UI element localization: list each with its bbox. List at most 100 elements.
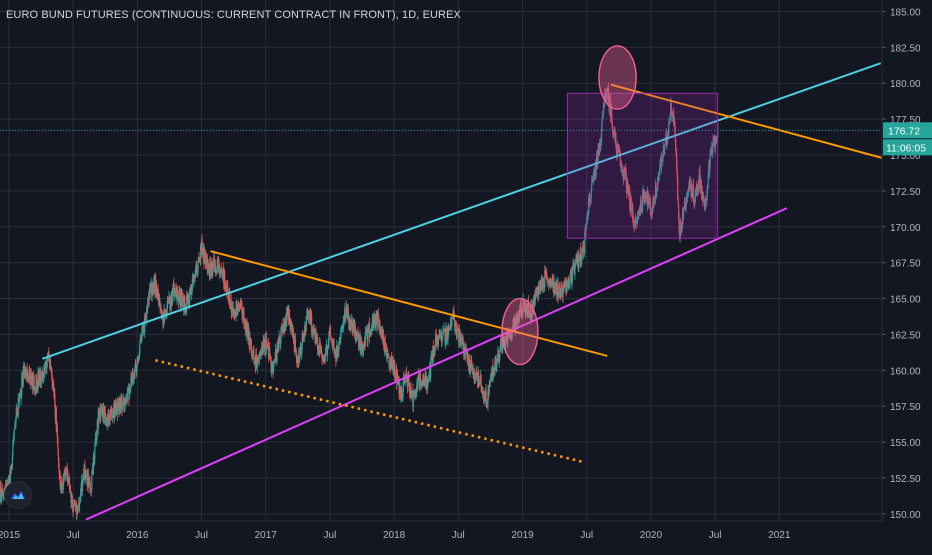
candle-body xyxy=(563,280,566,283)
candle-body xyxy=(456,332,458,338)
candle-body xyxy=(516,318,518,324)
drawings xyxy=(42,45,883,521)
candle-body xyxy=(304,324,306,331)
candle-body xyxy=(706,188,708,197)
candle-body xyxy=(308,312,310,319)
candle-body xyxy=(32,374,34,390)
candle-body xyxy=(93,456,95,461)
candle-body xyxy=(407,372,409,387)
candle-body xyxy=(475,372,477,381)
candle-body xyxy=(664,143,666,150)
candle-body xyxy=(80,487,82,493)
candle-body xyxy=(619,154,621,167)
candle-body xyxy=(59,473,61,477)
candle-body xyxy=(311,315,313,333)
candle-body xyxy=(647,199,650,205)
candle-body xyxy=(426,387,428,389)
candle-body xyxy=(47,351,50,358)
candle-body xyxy=(696,188,699,194)
candle-body xyxy=(173,288,175,296)
candle-body xyxy=(152,285,154,293)
candle-body xyxy=(372,319,375,330)
candle-body xyxy=(124,402,126,410)
candle-body xyxy=(191,290,193,295)
candle-body xyxy=(712,145,714,152)
candle-body xyxy=(153,282,155,294)
candle-body xyxy=(647,190,649,207)
candle-body xyxy=(427,381,429,389)
candle-body xyxy=(621,164,623,169)
candle-body xyxy=(202,247,205,262)
candle-body xyxy=(265,332,267,350)
candle-body xyxy=(552,277,554,280)
candle-body xyxy=(469,366,471,374)
candle-body xyxy=(560,286,563,292)
candle-body xyxy=(64,470,66,473)
candle-body xyxy=(508,331,510,337)
candle-body xyxy=(168,296,171,304)
candle-body xyxy=(618,148,620,152)
candle-body xyxy=(520,311,523,313)
candle-body xyxy=(112,412,114,418)
candle-body xyxy=(328,331,330,343)
candle-body xyxy=(177,296,179,303)
candle-body xyxy=(471,359,473,369)
candle-body xyxy=(365,330,368,332)
candle-body xyxy=(673,110,675,126)
candle-body xyxy=(356,334,358,340)
candle-body xyxy=(474,377,476,381)
candle-body xyxy=(26,369,28,379)
candle-body xyxy=(269,354,271,361)
candle-body xyxy=(573,263,575,271)
candle-body xyxy=(329,327,332,337)
candle-body xyxy=(60,485,62,488)
candle-body xyxy=(155,284,158,292)
candle-body xyxy=(538,288,540,295)
candle-body xyxy=(521,312,524,315)
candle-body xyxy=(40,375,43,385)
candle-body xyxy=(212,264,214,273)
candle-body xyxy=(71,497,73,504)
tradingview-logo-icon[interactable] xyxy=(4,481,32,509)
candle-body xyxy=(703,196,705,199)
time-tick-label: 2019 xyxy=(511,530,534,541)
candle-body xyxy=(412,399,415,407)
candle-body xyxy=(544,270,546,289)
time-tick-label: 2016 xyxy=(126,530,149,541)
candle-body xyxy=(258,359,260,362)
candle-body xyxy=(580,248,582,262)
time-tick-label: 2015 xyxy=(0,530,21,541)
candle-body xyxy=(586,216,588,219)
candle-body xyxy=(67,479,69,482)
candle-body xyxy=(170,293,172,306)
candle-body xyxy=(448,327,451,330)
candle-body xyxy=(26,368,28,371)
candle-body xyxy=(271,366,273,371)
candle-body xyxy=(197,260,199,271)
candle-body xyxy=(618,152,620,157)
candle-body xyxy=(239,305,241,307)
candle-body xyxy=(222,277,224,279)
candle-body xyxy=(659,165,661,174)
candle-body xyxy=(304,326,306,337)
candle-body xyxy=(50,365,52,367)
candle-body xyxy=(341,327,343,330)
candle-body xyxy=(415,392,417,397)
candle-body xyxy=(587,214,589,217)
candle-body xyxy=(290,321,293,330)
candle-body xyxy=(273,364,275,371)
trendline xyxy=(610,83,883,159)
candle-body xyxy=(20,395,22,399)
candle-body xyxy=(421,380,423,382)
candle-body xyxy=(65,468,67,476)
candle-body xyxy=(107,413,109,415)
candle-body xyxy=(206,258,209,273)
candle-body xyxy=(101,410,103,412)
candle-body xyxy=(181,292,183,303)
candle-body xyxy=(272,366,274,368)
candle-body xyxy=(613,131,615,135)
candle-body xyxy=(458,328,460,343)
candle-body xyxy=(511,337,513,339)
